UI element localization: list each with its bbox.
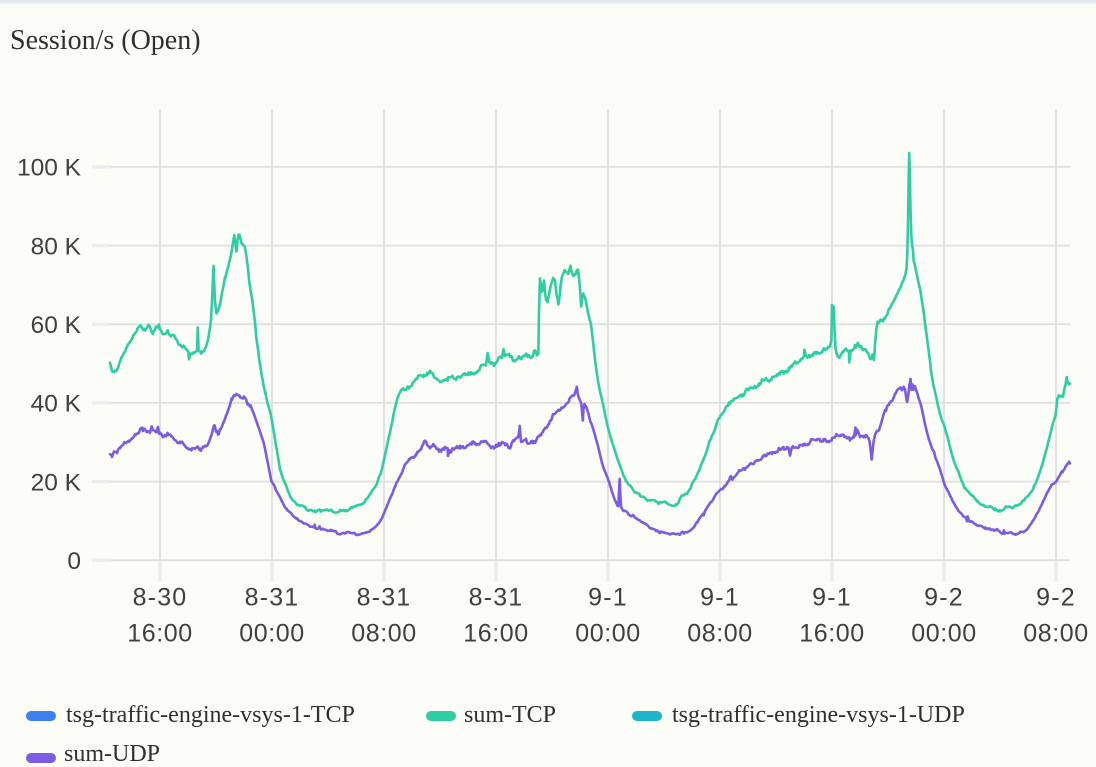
svg-text:40 K: 40 K — [31, 391, 82, 418]
svg-text:00:00: 00:00 — [239, 620, 305, 648]
svg-text:8-30: 8-30 — [133, 584, 188, 612]
svg-text:0: 0 — [67, 548, 81, 575]
svg-text:8-31: 8-31 — [469, 584, 524, 612]
svg-text:80 K: 80 K — [31, 233, 82, 260]
svg-text:100 K: 100 K — [17, 155, 82, 182]
svg-text:9-2: 9-2 — [1036, 584, 1076, 612]
svg-text:00:00: 00:00 — [575, 620, 641, 648]
svg-text:08:00: 08:00 — [687, 620, 753, 648]
svg-text:9-1: 9-1 — [812, 584, 852, 612]
svg-text:8-31: 8-31 — [245, 584, 300, 612]
svg-text:20 K: 20 K — [31, 469, 82, 496]
svg-text:16:00: 16:00 — [127, 620, 193, 648]
svg-text:08:00: 08:00 — [351, 620, 417, 648]
svg-text:08:00: 08:00 — [1023, 620, 1089, 648]
svg-text:9-1: 9-1 — [588, 584, 628, 612]
svg-text:00:00: 00:00 — [911, 620, 977, 648]
svg-text:9-2: 9-2 — [924, 584, 964, 612]
svg-text:9-1: 9-1 — [700, 584, 740, 612]
svg-text:8-31: 8-31 — [357, 584, 412, 612]
svg-text:16:00: 16:00 — [463, 620, 529, 648]
svg-text:16:00: 16:00 — [799, 620, 865, 648]
svg-text:60 K: 60 K — [31, 312, 82, 339]
